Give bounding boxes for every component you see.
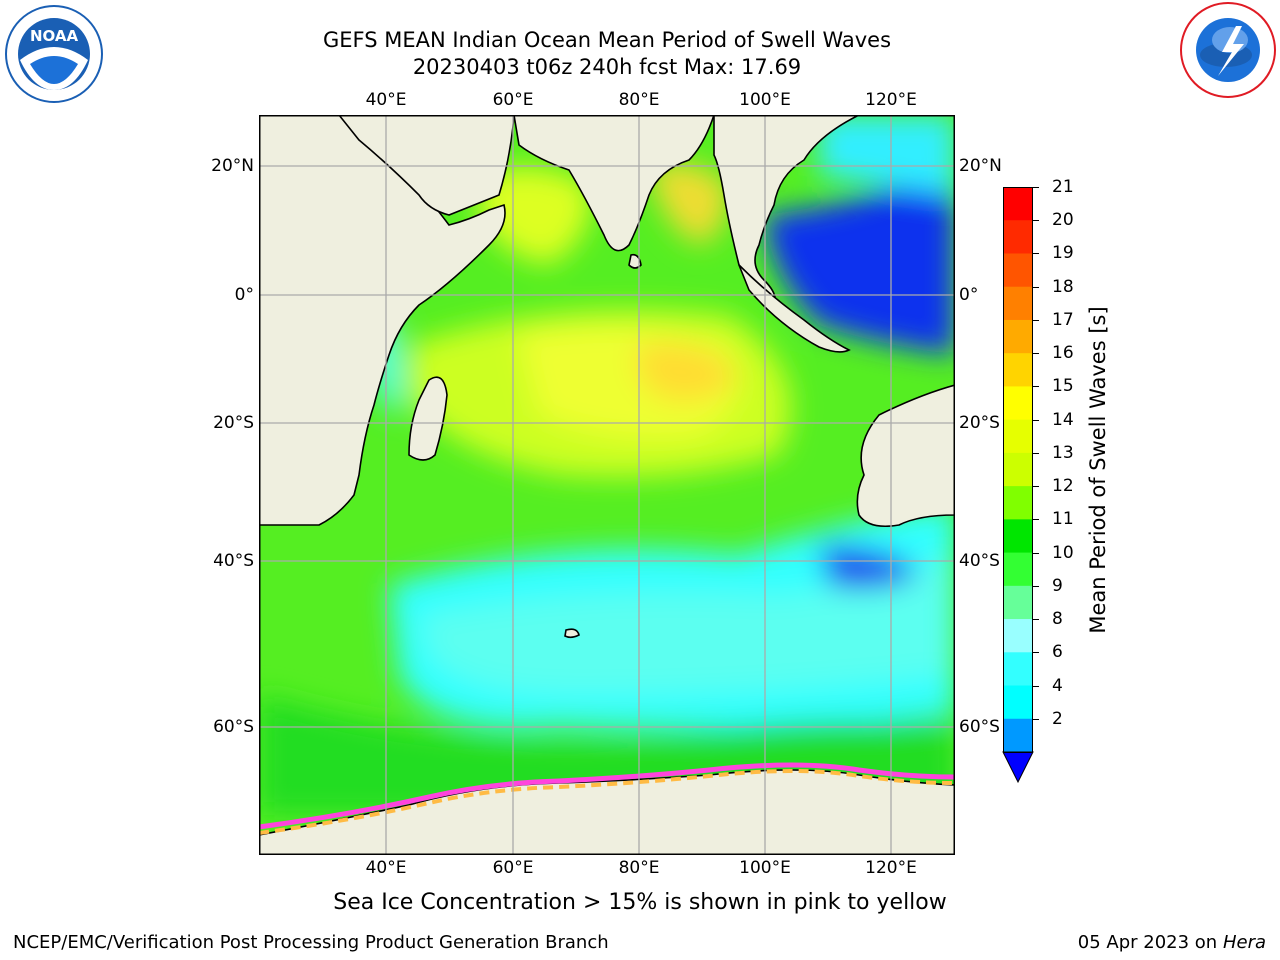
- noaa-logo: NOAA: [4, 4, 104, 104]
- colorbar-tick-mark: [1033, 619, 1039, 621]
- lon-tick-bottom: 100°E: [739, 858, 791, 878]
- run-date: 05 Apr 2023 on Hera: [1078, 932, 1266, 953]
- colorbar-tick-label: 6: [1052, 642, 1063, 663]
- colorbar-cell: [1003, 253, 1033, 288]
- chart-subtitle: 20230403 t06z 240h fcst Max: 17.69: [412, 55, 802, 79]
- lat-tick-left: 20°S: [213, 413, 254, 433]
- madagascar-landmass: [408, 376, 448, 461]
- colorbar-tick-mark: [1033, 519, 1039, 521]
- colorbar-tick-mark: [1033, 386, 1039, 388]
- colorbar-tick-mark: [1033, 585, 1039, 587]
- lon-tick-top: 60°E: [492, 90, 534, 110]
- colorbar-tick-label: 14: [1052, 409, 1074, 430]
- colorbar-cell: [1003, 319, 1033, 354]
- lon-tick-top: 40°E: [365, 90, 407, 110]
- colorbar-tick-label: 20: [1052, 210, 1074, 231]
- machine-name: Hera: [1222, 932, 1266, 953]
- sri-lanka-landmass: [628, 253, 642, 269]
- colorbar-tick-mark: [1033, 652, 1039, 654]
- sea-ice-edge: [259, 762, 955, 830]
- map-frame: [259, 115, 955, 855]
- colorbar-tick-label: 17: [1052, 309, 1074, 330]
- noaa-logo-text: NOAA: [30, 27, 79, 45]
- colorbar-cell: [1003, 685, 1033, 720]
- colorbar-cell: [1003, 552, 1033, 587]
- lon-tick-bottom: 40°E: [365, 858, 407, 878]
- colorbar-cell: [1003, 718, 1033, 753]
- colorbar-tick-label: 13: [1052, 442, 1074, 463]
- lon-tick-bottom: 60°E: [492, 858, 534, 878]
- lat-tick-left: 20°N: [211, 156, 254, 176]
- lat-tick-right: 20°S: [959, 413, 1000, 433]
- lat-tick-right: 60°S: [959, 717, 1000, 737]
- colorbar-extend-arrow: [1002, 751, 1034, 784]
- lon-tick-bottom: 120°E: [865, 858, 917, 878]
- colorbar-cell: [1003, 652, 1033, 687]
- colorbar-tick-label: 4: [1052, 675, 1063, 696]
- colorbar-cell: [1003, 353, 1033, 387]
- colorbar-tick-label: 2: [1052, 708, 1063, 729]
- lon-tick-bottom: 80°E: [618, 858, 660, 878]
- colorbar-cell: [1003, 220, 1033, 254]
- colorbar-cell: [1003, 386, 1033, 421]
- australia-landmass: [856, 384, 955, 528]
- colorbar-cell: [1003, 519, 1033, 554]
- colorbar-tick-mark: [1033, 552, 1039, 554]
- lat-tick-right: 20°N: [959, 156, 1002, 176]
- colorbar-tick-label: 9: [1052, 575, 1063, 596]
- colorbar-label: Mean Period of Swell Waves [s]: [1086, 306, 1110, 634]
- lon-tick-top: 120°E: [865, 90, 917, 110]
- colorbar-tick-mark: [1033, 452, 1039, 454]
- run-date-text: 05 Apr 2023 on: [1077, 932, 1223, 953]
- colorbar-tick-mark: [1033, 253, 1039, 255]
- colorbar-tick-label: 15: [1052, 376, 1074, 397]
- colorbar-cell: [1003, 286, 1033, 321]
- colorbar-frame: [1003, 187, 1033, 753]
- nws-logo: [1178, 0, 1278, 100]
- colorbar-tick-label: 16: [1052, 343, 1074, 364]
- antarctica-landmass: [259, 769, 955, 855]
- colorbar-tick-mark: [1033, 187, 1039, 188]
- chart-title: GEFS MEAN Indian Ocean Mean Period of Sw…: [322, 28, 892, 52]
- graticule: [259, 115, 955, 855]
- colorbar-tick-mark: [1033, 220, 1039, 222]
- colorbar-cell: [1003, 452, 1033, 487]
- swell-period-map: [259, 115, 955, 855]
- colorbar: [1002, 187, 1034, 784]
- colorbar-cell: [1003, 619, 1033, 653]
- colorbar-tick-label: 18: [1052, 276, 1074, 297]
- se-asia-landmass: [713, 115, 860, 307]
- lat-tick-right: 0°: [959, 285, 979, 305]
- colorbar-cell: [1003, 585, 1033, 620]
- colorbar-tick-label: 19: [1052, 243, 1074, 264]
- colorbar-tick-label: 10: [1052, 542, 1074, 563]
- colorbar-tick-mark: [1033, 353, 1039, 355]
- colorbar-tick-label: 12: [1052, 476, 1074, 497]
- colorbar-tick-mark: [1033, 685, 1039, 687]
- colorbar-tick-mark: [1033, 319, 1039, 321]
- lat-tick-right: 40°S: [959, 551, 1000, 571]
- colorbar-cell: [1003, 187, 1033, 221]
- colorbar-tick-label: 8: [1052, 609, 1063, 630]
- colorbar-cell: [1003, 419, 1033, 454]
- lat-tick-left: 0°: [234, 285, 254, 305]
- branch-credit: NCEP/EMC/Verification Post Processing Pr…: [13, 932, 609, 953]
- colorbar-tick-mark: [1033, 486, 1039, 488]
- arabia-landmass: [337, 115, 515, 216]
- lat-tick-left: 40°S: [213, 551, 254, 571]
- colorbar-cell: [1003, 486, 1033, 520]
- kerguelen-island: [564, 628, 580, 639]
- colorbar-tick-label: 11: [1052, 509, 1074, 530]
- colorbar-tick-mark: [1033, 419, 1039, 421]
- colorbar-tick-label: 21: [1052, 177, 1074, 197]
- lon-tick-top: 80°E: [618, 90, 660, 110]
- colorbar-tick-mark: [1033, 718, 1039, 720]
- india-landmass: [513, 115, 715, 252]
- colorbar-tick-mark: [1033, 286, 1039, 288]
- lat-tick-left: 60°S: [213, 717, 254, 737]
- lon-tick-top: 100°E: [739, 90, 791, 110]
- sumatra-landmass: [738, 264, 851, 353]
- sea-ice-note: Sea Ice Concentration > 15% is shown in …: [333, 890, 947, 915]
